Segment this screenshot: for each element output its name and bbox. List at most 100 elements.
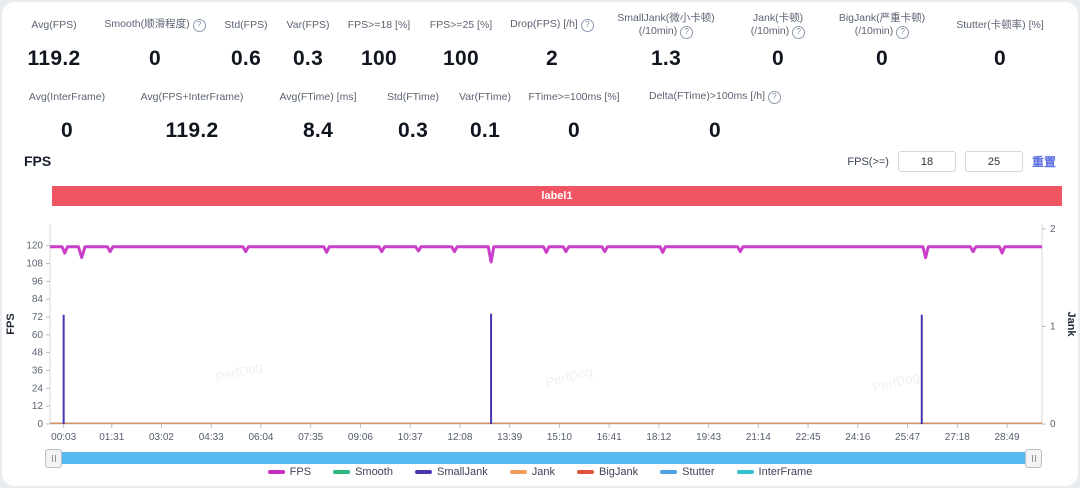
help-icon[interactable]: ?: [192, 19, 206, 32]
stats-row-fps: Avg(FPS) 119.2 Smooth(顺滑程度)? 0 Std(FPS) 0.6 Va…: [12, 8, 1062, 71]
stat-cell: FPS>=18 [%] 100: [338, 8, 420, 71]
stat-value: 0.3: [397, 119, 429, 142]
stat-value: 0: [149, 47, 161, 70]
help-icon[interactable]: ?: [896, 25, 910, 39]
svg-text:19:43: 19:43: [696, 432, 721, 443]
reset-button[interactable]: 重置: [1031, 155, 1056, 169]
slider-handle-left[interactable]: [45, 449, 62, 468]
svg-text:PerfDog: PerfDog: [544, 364, 594, 390]
label-banner: label1: [52, 186, 1062, 206]
svg-text:0: 0: [37, 419, 43, 430]
stat-label: Delta(FTime)>100ms [/h]?: [649, 80, 782, 114]
stat-label: Drop(FPS) [/h]?: [510, 8, 594, 42]
svg-text:18:12: 18:12: [646, 432, 671, 443]
stat-label: Avg(FPS): [31, 18, 77, 31]
stat-value: 8.4: [302, 119, 334, 142]
stat-cell: Avg(FPS+InterFrame) 119.2: [122, 80, 262, 143]
stat-value: 119.2: [27, 47, 81, 70]
legend-swatch-icon: [509, 470, 527, 474]
svg-text:27:18: 27:18: [945, 432, 970, 443]
stat-label: Smooth(顺滑程度)?: [104, 8, 206, 42]
svg-text:PerfDog: PerfDog: [214, 359, 264, 385]
legend-item-stutter[interactable]: Stutter: [660, 466, 715, 478]
svg-text:36: 36: [32, 366, 44, 377]
svg-text:72: 72: [32, 312, 44, 323]
legend-item-smooth[interactable]: Smooth: [333, 466, 393, 478]
legend-item-smalljank[interactable]: SmallJank: [414, 466, 488, 478]
legend-item-fps[interactable]: FPS: [267, 466, 311, 478]
stat-cell: FTime>=100ms [%] 0: [518, 80, 630, 143]
svg-text:22:45: 22:45: [796, 432, 821, 443]
fps-jank-chart: PerfDog PerfDog PerfDog 0 12 24 36 48 60 72 84 96 10…: [2, 210, 1078, 450]
stat-cell: BigJank(严重卡顿) (/10min)? 0: [826, 8, 938, 71]
legend-item-bigjank[interactable]: BigJank: [576, 466, 638, 478]
stat-value: 119.2: [165, 119, 219, 142]
svg-text:01:31: 01:31: [99, 432, 124, 443]
stat-label: BigJank(严重卡顿) (/10min)?: [838, 11, 926, 39]
svg-text:2: 2: [1050, 224, 1056, 235]
stat-label: Stutter(卡顿率) [%]: [956, 18, 1044, 31]
stat-label: Avg(InterFrame): [28, 90, 106, 103]
stat-label: Var(FPS): [286, 18, 330, 31]
stat-cell: Drop(FPS) [/h]? 2: [502, 8, 602, 71]
slider-handle-right[interactable]: [1025, 449, 1042, 468]
stat-label: FPS>=25 [%]: [429, 18, 493, 31]
stat-cell: Std(FTime) 0.3: [374, 80, 452, 143]
stat-label: Avg(FPS+InterFrame): [140, 90, 244, 103]
svg-text:06:04: 06:04: [248, 432, 273, 443]
stat-cell: Smooth(顺滑程度)? 0: [96, 8, 214, 71]
svg-text:Jank: Jank: [1065, 311, 1077, 337]
svg-text:00:03: 00:03: [51, 432, 76, 443]
stat-cell: Stutter(卡顿率) [%] 0: [938, 8, 1062, 71]
stats-row-ftime: Avg(InterFrame) 0 Avg(FPS+InterFrame) 119.2…: [12, 80, 800, 143]
legend-item-jank[interactable]: Jank: [509, 466, 555, 478]
stat-cell: Delta(FTime)>100ms [/h]? 0: [630, 80, 800, 143]
stat-cell: FPS>=25 [%] 100: [420, 8, 502, 71]
svg-text:04:33: 04:33: [199, 432, 224, 443]
stat-label: FTime>=100ms [%]: [528, 90, 620, 103]
fps-threshold-low-input[interactable]: [897, 151, 956, 172]
stat-label: SmallJank(微小卡顿) (/10min)?: [617, 11, 715, 39]
svg-text:108: 108: [26, 259, 43, 270]
stat-value: 0: [994, 47, 1006, 70]
stat-value: 0.1: [469, 119, 501, 142]
chart-series: [50, 245, 1042, 424]
svg-text:07:35: 07:35: [298, 432, 323, 443]
svg-text:12: 12: [32, 401, 44, 412]
fps-threshold-high-input[interactable]: [964, 151, 1023, 172]
legend-swatch-icon: [333, 470, 351, 474]
stat-label: Avg(FTime) [ms]: [279, 90, 357, 103]
stat-cell: Var(FPS) 0.3: [278, 8, 338, 71]
legend-swatch-icon: [660, 470, 678, 474]
svg-text:120: 120: [26, 241, 43, 252]
help-icon[interactable]: ?: [792, 25, 806, 39]
help-icon[interactable]: ?: [768, 91, 782, 104]
stat-cell: Avg(FTime) [ms] 8.4: [262, 80, 374, 143]
svg-text:28:49: 28:49: [995, 432, 1020, 443]
stat-cell: Var(FTime) 0.1: [452, 80, 518, 143]
help-icon[interactable]: ?: [680, 25, 694, 39]
legend-swatch-icon: [414, 470, 432, 474]
series-fps: [50, 245, 1042, 264]
legend-swatch-icon: [267, 470, 285, 474]
fps-threshold-label: FPS(>=): [847, 155, 889, 168]
stat-label: Std(FTime): [386, 90, 440, 103]
svg-text:12:08: 12:08: [447, 432, 472, 443]
help-icon[interactable]: ?: [580, 19, 594, 32]
chart-canvas: PerfDog PerfDog PerfDog0122436486072849610…: [5, 224, 1077, 443]
stat-value: 0.6: [230, 47, 262, 70]
stat-value: 0.3: [292, 47, 324, 70]
fps-threshold-controls: FPS(>=) 重置: [847, 151, 1056, 172]
stat-cell: Avg(FPS) 119.2: [12, 8, 96, 71]
svg-text:24:16: 24:16: [845, 432, 870, 443]
timeline-range-slider[interactable]: [52, 452, 1042, 464]
svg-text:10:37: 10:37: [398, 432, 423, 443]
svg-text:09:06: 09:06: [348, 432, 373, 443]
svg-text:PerfDog: PerfDog: [871, 369, 921, 395]
label-banner-text: label1: [541, 190, 573, 202]
legend-item-interframe[interactable]: InterFrame: [736, 466, 812, 478]
svg-text:FPS: FPS: [5, 313, 17, 334]
svg-text:24: 24: [32, 383, 44, 394]
